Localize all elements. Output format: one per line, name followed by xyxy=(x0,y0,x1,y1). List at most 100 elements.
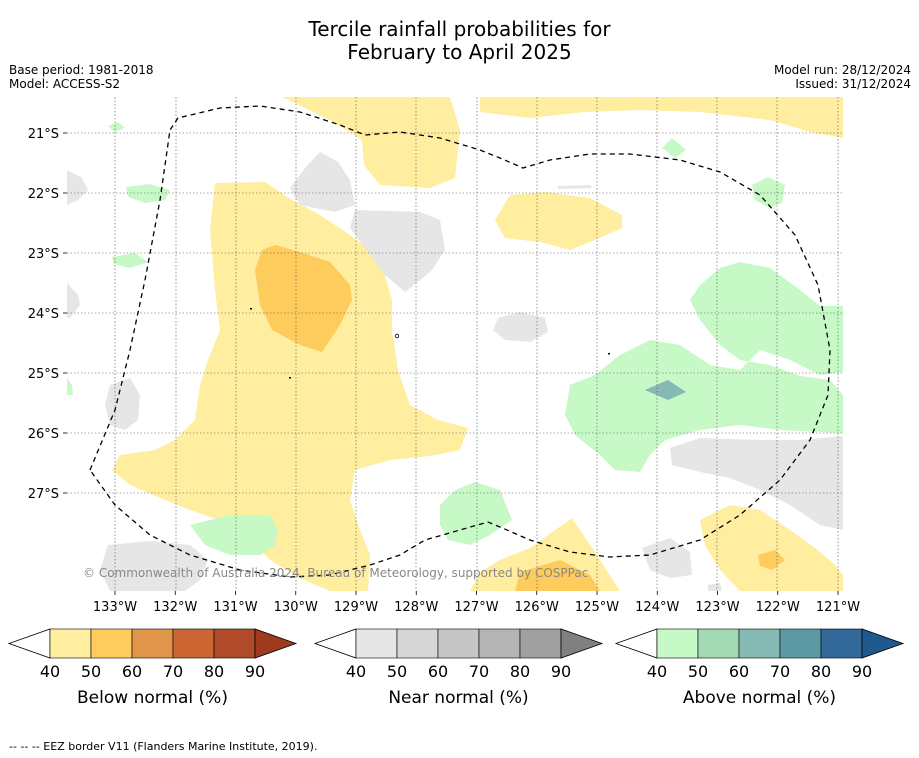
below-region-west xyxy=(112,182,468,591)
colorbar-segment xyxy=(519,628,562,659)
map-plot-area: © Commonwealth of Australia 2024, Bureau… xyxy=(67,97,843,591)
above-region-southwest xyxy=(190,515,278,555)
near-region-d xyxy=(105,378,140,430)
colorbar-max-arrow xyxy=(560,628,604,659)
colorbar-max-arrow xyxy=(254,628,298,659)
base-period-text: Base period: 1981-2018 xyxy=(9,63,154,77)
colorbar-tick-label: 90 xyxy=(245,662,265,681)
colorbar-min-arrow xyxy=(313,628,357,659)
below-normal-50-regions xyxy=(255,245,785,591)
colorbar-segment xyxy=(131,628,174,659)
colorbar-title: Near normal (%) xyxy=(388,688,528,708)
colorbar-tick-label: 70 xyxy=(163,662,183,681)
below-region-north xyxy=(282,97,460,188)
above-region-f xyxy=(67,378,73,395)
colorbar-segment xyxy=(437,628,480,659)
issued-text: Issued: 31/12/2024 xyxy=(795,77,911,91)
colorbar-near: 40 50 60 70 80 90 Near normal (%) xyxy=(313,628,604,708)
near-normal-regions xyxy=(67,152,843,591)
below-region-center xyxy=(495,192,622,250)
above50-region xyxy=(645,380,686,400)
near-region-c xyxy=(493,312,548,342)
latitude-label: 25°S xyxy=(28,367,59,382)
colorbar-tick-label: 80 xyxy=(811,662,831,681)
colorbar-segment xyxy=(656,628,699,659)
colorbar-tick-label: 80 xyxy=(204,662,224,681)
colorbar-tick-label: 90 xyxy=(551,662,571,681)
above-region-east xyxy=(565,262,843,472)
eez-footnote: -- -- -- EEZ border V11 (Flanders Marine… xyxy=(9,740,318,753)
colorbar-title: Above normal (%) xyxy=(683,688,836,708)
above-region-b xyxy=(112,253,148,268)
below-normal-regions xyxy=(112,97,843,591)
longitude-label: 127°W xyxy=(454,600,498,615)
near-region-j xyxy=(708,583,722,591)
colorbar-tick-label: 50 xyxy=(387,662,407,681)
eez-border xyxy=(89,105,831,578)
near-region-h xyxy=(100,541,208,591)
longitude-label: 132°W xyxy=(153,600,197,615)
colorbar-max-arrow xyxy=(861,628,905,659)
model-run-text: Model run: 28/12/2024 xyxy=(773,63,911,77)
colorbar-tick-label: 70 xyxy=(770,662,790,681)
above-normal-50-regions xyxy=(645,380,686,400)
above-region-d xyxy=(662,138,686,158)
chart-title: Tercile rainfall probabilities for Febru… xyxy=(0,18,919,64)
title-line-1: Tercile rainfall probabilities for xyxy=(308,17,611,41)
latitude-labels: 21°S 22°S 23°S 24°S 25°S 26°S 27°S xyxy=(28,127,67,502)
title-line-2: February to April 2025 xyxy=(347,40,572,64)
latitude-label: 23°S xyxy=(28,247,59,262)
colorbar-segment xyxy=(213,628,256,659)
longitude-label: 133°W xyxy=(93,600,137,615)
near-region-e xyxy=(67,170,88,205)
longitude-labels: 133°W 132°W 131°W 130°W 129°W 128°W 127°W 126°W… xyxy=(93,591,860,615)
colorbar-segment xyxy=(697,628,740,659)
colorbar-tick-label: 40 xyxy=(647,662,667,681)
above-region-a xyxy=(126,184,170,203)
model-text: Model: ACCESS-S2 xyxy=(9,77,121,91)
colorbar-tick-label: 40 xyxy=(346,662,366,681)
colorbar-tick-label: 90 xyxy=(852,662,872,681)
above-normal-regions xyxy=(67,122,843,555)
longitude-label: 130°W xyxy=(274,600,318,615)
latitude-label: 27°S xyxy=(28,487,59,502)
colorbar-below: 40 50 60 70 80 90 Below normal (%) xyxy=(7,628,298,708)
colorbar-tick-label: 60 xyxy=(729,662,749,681)
colorbar-segment xyxy=(49,628,92,659)
longitude-label: 122°W xyxy=(756,600,800,615)
copyright-text: © Commonwealth of Australia 2024, Bureau… xyxy=(83,566,588,580)
latitude-label: 24°S xyxy=(28,307,59,322)
below50-region-south xyxy=(515,560,600,591)
near-region-f xyxy=(67,283,80,318)
colorbar-above: 40 50 60 70 80 90 Above normal (%) xyxy=(614,628,905,708)
colorbar-segment xyxy=(172,628,215,659)
above-region-c xyxy=(108,122,125,132)
colorbar-tick-label: 70 xyxy=(469,662,489,681)
colorbar-tick-label: 80 xyxy=(510,662,530,681)
colorbar-tick-label: 60 xyxy=(428,662,448,681)
near-region-i xyxy=(642,538,692,578)
near-region-g xyxy=(670,436,843,530)
longitude-label: 126°W xyxy=(515,600,559,615)
latitude-label: 26°S xyxy=(28,427,59,442)
below-region-northeast xyxy=(480,97,843,138)
latitude-label: 21°S xyxy=(28,127,59,142)
colorbar-segment xyxy=(90,628,133,659)
meta-right: Model run: 28/12/2024 Issued: 31/12/2024 xyxy=(774,63,911,91)
longitude-label: 131°W xyxy=(213,600,257,615)
below50-region-southeast xyxy=(758,550,785,570)
colorbar-segment xyxy=(738,628,781,659)
longitude-label: 124°W xyxy=(635,600,679,615)
colorbar-segment xyxy=(355,628,398,659)
longitude-label: 129°W xyxy=(334,600,378,615)
below50-region-west xyxy=(255,245,352,352)
longitude-label: 128°W xyxy=(394,600,438,615)
meta-left: Base period: 1981-2018 Model: ACCESS-S2 xyxy=(9,63,154,91)
colorbar-tick-label: 40 xyxy=(40,662,60,681)
longitude-label: 121°W xyxy=(816,600,860,615)
colorbar-tick-label: 50 xyxy=(688,662,708,681)
island-marks xyxy=(250,308,610,379)
above-region-south xyxy=(440,482,512,545)
colorbar-segment xyxy=(779,628,822,659)
near-region-a xyxy=(290,152,355,212)
